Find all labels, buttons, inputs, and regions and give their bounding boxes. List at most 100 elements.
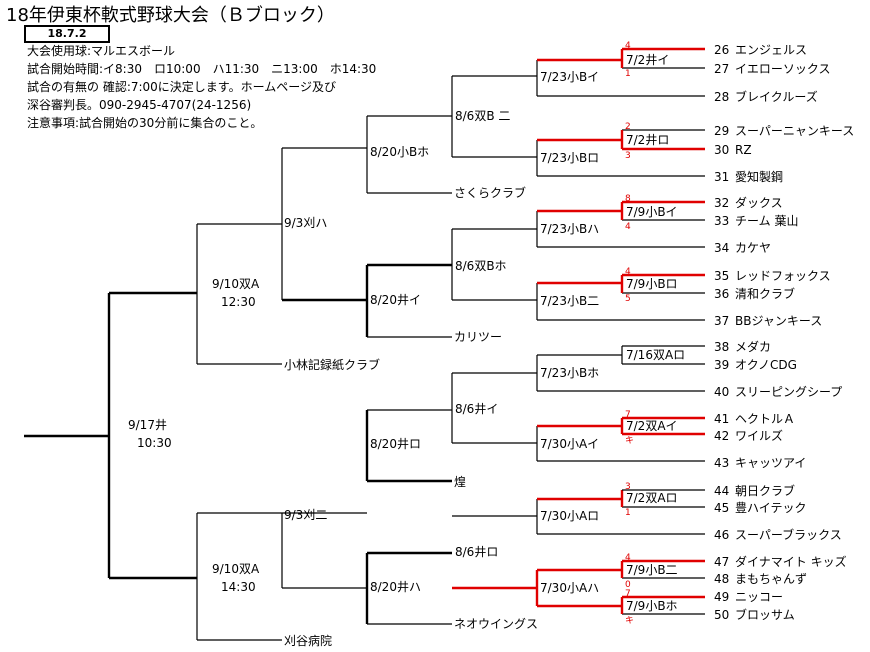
game-label: 8/6井イ — [455, 402, 498, 416]
team-name: ダックス — [735, 195, 783, 210]
game-label: 8/20小Bホ — [370, 145, 429, 159]
team-name: 豊ハイテック — [735, 501, 807, 515]
team-entry: 26 エンジェルス — [714, 43, 807, 57]
score: キ — [625, 436, 634, 446]
scores: 4 1 2 3 8 4 4 5 7 キ 3 1 4 0 7 キ — [625, 41, 634, 626]
team-number: 26 — [714, 43, 729, 57]
score: 4 — [625, 222, 631, 232]
team-number: 47 — [714, 555, 729, 569]
score: 4 — [625, 267, 631, 277]
score: 8 — [625, 194, 631, 204]
score: 7 — [625, 589, 631, 599]
game-label: 7/23小Bイ — [540, 70, 599, 84]
game-label: 7/23小B二 — [540, 294, 599, 308]
score: 4 — [625, 553, 631, 563]
score: 7 — [625, 410, 631, 420]
team-entry: 42 ワイルズ — [714, 428, 783, 443]
game-label: 7/23小Bロ — [540, 151, 599, 165]
team-name: キャッツアイ — [735, 456, 806, 470]
team-name: スーパーニャンキース — [735, 124, 854, 138]
team-name: スーパーブラックス — [735, 527, 842, 542]
team-entry: 37 BBジャンキース — [714, 314, 822, 328]
team-entry: 27 イエローソックス — [714, 62, 831, 76]
team-number: 29 — [714, 124, 729, 138]
team-entry: 36 清和クラブ — [714, 286, 795, 301]
score: 4 — [625, 41, 631, 51]
team-number: 49 — [714, 590, 729, 604]
team-number: 50 — [714, 608, 729, 622]
score: キ — [625, 616, 634, 626]
seeded-team-name: 煌 — [454, 475, 466, 489]
game-label: 7/2双Aロ — [626, 491, 678, 505]
game-label: 7/2井イ — [626, 53, 669, 67]
team-number: 36 — [714, 287, 729, 301]
team-entry: 39 オクノCDG — [714, 358, 797, 372]
team-entry: 35 レッドフォックス — [714, 269, 831, 283]
tournament-notes: 大会使用球:マルエスボール 試合開始時間:イ8:30 ロ10:00 ハ11:30… — [27, 42, 376, 132]
team-number: 46 — [714, 528, 729, 542]
game-label: 9/10双A — [212, 562, 260, 576]
team-name: まもちゃんず — [735, 572, 807, 586]
team-name: オクノCDG — [735, 358, 797, 372]
team-name: ワイルズ — [735, 428, 783, 443]
seeded-team-name: ネオウイングス — [454, 617, 538, 631]
winner-lines-red — [452, 47, 705, 614]
score: 1 — [625, 508, 631, 518]
team-number: 42 — [714, 429, 729, 443]
team-number: 43 — [714, 456, 729, 470]
team-name: ブレイクルーズ — [735, 89, 818, 104]
team-number: 41 — [714, 412, 729, 426]
game-label: 8/6双B 二 — [455, 109, 510, 123]
game-label: 9/10双A — [212, 277, 260, 291]
team-name: 朝日クラブ — [735, 483, 795, 498]
team-entry: 43 キャッツアイ — [714, 456, 806, 470]
team-entry: 40 スリーピングシープ — [714, 385, 842, 399]
game-label: 8/6井ロ — [455, 545, 498, 559]
team-entry: 34 カケヤ — [714, 241, 771, 255]
game-labels: 7/2井イ 7/2井ロ 7/9小Bイ 7/9小Bロ 7/16双Aロ 7/2双Aイ… — [128, 53, 685, 613]
team-entry: 38 メダカ — [714, 339, 771, 354]
team-name: メダカ — [735, 339, 771, 354]
note-line: 深谷審判長。090-2945-4707(24-1256) — [27, 98, 252, 112]
score: 0 — [625, 580, 631, 590]
team-name: 清和クラブ — [735, 286, 795, 301]
game-label: 8/20井ハ — [370, 580, 421, 594]
team-name: スリーピングシープ — [735, 385, 842, 399]
team-name: カケヤ — [735, 241, 771, 255]
game-label: 7/9小Bホ — [626, 599, 678, 613]
score: 1 — [625, 69, 631, 79]
game-label: 7/23小Bホ — [540, 366, 599, 380]
team-entry: 50 ブロッサム — [714, 607, 795, 622]
team-number: 34 — [714, 241, 729, 255]
team-entry: 45 豊ハイテック — [714, 501, 807, 515]
note-line: 大会使用球:マルエスボール — [27, 44, 176, 58]
team-entry: 33 チーム 葉山 — [714, 214, 798, 228]
team-number: 40 — [714, 385, 729, 399]
game-label: 7/30小Aハ — [540, 581, 599, 595]
team-name: ニッコー — [735, 590, 783, 604]
game-label: 7/30小Aイ — [540, 437, 599, 451]
team-number: 45 — [714, 501, 729, 515]
team-number: 33 — [714, 214, 729, 228]
team-number: 44 — [714, 484, 729, 498]
seeded-team-name: カリツー — [454, 330, 502, 344]
team-entry: 44 朝日クラブ — [714, 483, 795, 498]
team-number: 38 — [714, 340, 729, 354]
game-label: 8/20井イ — [370, 293, 421, 307]
team-entry: 30 RZ — [714, 143, 752, 157]
team-number: 30 — [714, 143, 729, 157]
team-name: ヘクトルＡ — [735, 412, 795, 426]
bracket-lines — [196, 60, 705, 641]
page-title: 18年伊東杯軟式野球大会（Ｂブロック） — [6, 5, 335, 26]
seeded-team-name: 刈谷病院 — [284, 633, 332, 648]
game-label: 9/3刈ハ — [284, 216, 327, 230]
team-entry: 41 ヘクトルＡ — [714, 412, 795, 426]
game-label: 7/16双Aロ — [626, 348, 685, 362]
game-label: 7/2双Aイ — [626, 419, 678, 433]
team-name: エンジェルス — [735, 43, 807, 57]
team-number: 35 — [714, 269, 729, 283]
seeded-team-name: 小林記録紙クラブ — [284, 357, 380, 372]
team-entry: 31 愛知製鋼 — [714, 170, 783, 184]
team-name: BBジャンキース — [735, 314, 822, 328]
team-list: 26 エンジェルス 27 イエローソックス 28 ブレイクルーズ 29 スーパーニャンキ… — [714, 43, 854, 622]
